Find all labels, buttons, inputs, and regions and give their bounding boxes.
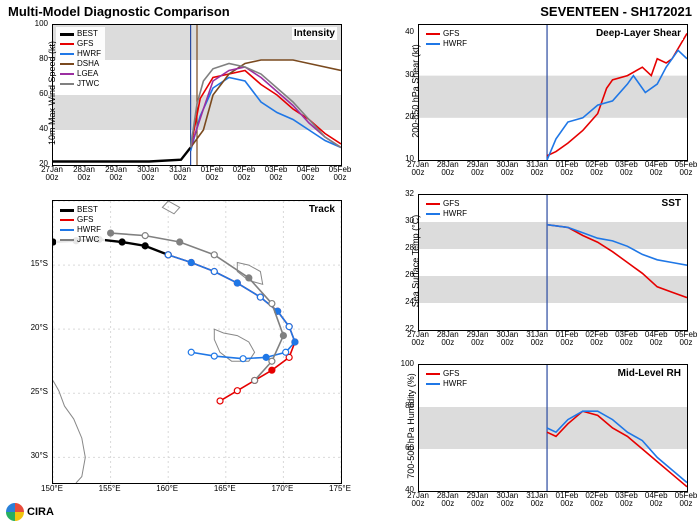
intensity-ytick: 80	[24, 54, 48, 63]
intensity-legend: BESTGFSHWRFDSHALGEAJTWC	[56, 27, 105, 91]
intensity-xtick: 02Feb00z	[228, 166, 260, 182]
rh-xtick: 31Jan00z	[521, 492, 553, 508]
rh-xtick: 04Feb00z	[640, 492, 672, 508]
sst-xtick: 31Jan00z	[521, 331, 553, 347]
intensity-xtick: 05Feb00z	[324, 166, 356, 182]
legend-item: HWRF	[60, 49, 101, 59]
shear-xtick: 05Feb00z	[670, 161, 700, 177]
track-xtick: 175°E	[326, 484, 354, 493]
sst-legend: GFSHWRF	[422, 197, 471, 221]
rh-title: Mid-Level RH	[616, 367, 683, 380]
rh-xtick: 30Jan00z	[491, 492, 523, 508]
sst-ylabel: Sea Surface Temp (°C)	[411, 193, 421, 328]
track-ytick: 15°S	[22, 259, 48, 268]
track-xtick: 165°E	[211, 484, 239, 493]
shear-xtick: 01Feb00z	[551, 161, 583, 177]
rh-xtick: 28Jan00z	[432, 492, 464, 508]
legend-item: GFS	[60, 39, 101, 49]
legend-item: HWRF	[426, 379, 467, 389]
sst-xtick: 04Feb00z	[640, 331, 672, 347]
legend-item: JTWC	[60, 79, 101, 89]
intensity-panel: Intensity BESTGFSHWRFDSHALGEAJTWC	[52, 24, 342, 166]
track-title: Track	[307, 203, 337, 216]
sst-xtick: 03Feb00z	[610, 331, 642, 347]
intensity-xtick: 01Feb00z	[196, 166, 228, 182]
legend-item: GFS	[60, 215, 101, 225]
sst-xtick: 30Jan00z	[491, 331, 523, 347]
intensity-xtick: 03Feb00z	[260, 166, 292, 182]
intensity-xtick: 04Feb00z	[292, 166, 324, 182]
intensity-xtick: 30Jan00z	[132, 166, 164, 182]
logo-icon	[6, 503, 24, 521]
shear-xtick: 28Jan00z	[432, 161, 464, 177]
rh-xtick: 27Jan00z	[402, 492, 434, 508]
track-ytick: 25°S	[22, 387, 48, 396]
legend-item: HWRF	[426, 39, 467, 49]
sst-xtick: 27Jan00z	[402, 331, 434, 347]
intensity-xtick: 31Jan00z	[164, 166, 196, 182]
sst-xtick: 05Feb00z	[670, 331, 700, 347]
sst-xtick: 01Feb00z	[551, 331, 583, 347]
shear-title: Deep-Layer Shear	[594, 27, 683, 40]
title-left: Multi-Model Diagnostic Comparison	[8, 4, 230, 19]
intensity-title: Intensity	[292, 27, 337, 40]
shear-xtick: 29Jan00z	[462, 161, 494, 177]
rh-ylabel: 700-500 hPa Humidity (%)	[406, 363, 416, 489]
legend-item: LGEA	[60, 69, 101, 79]
sst-panel: SST GFSHWRF	[418, 194, 688, 331]
intensity-xtick: 27Jan00z	[36, 166, 68, 182]
track-panel: Track BESTGFSHWRFJTWC	[52, 200, 342, 484]
rh-xtick: 02Feb00z	[581, 492, 613, 508]
track-xtick: 170°E	[268, 484, 296, 493]
legend-item: HWRF	[60, 225, 101, 235]
shear-xtick: 30Jan00z	[491, 161, 523, 177]
track-xtick: 150°E	[38, 484, 66, 493]
rh-xtick: 29Jan00z	[462, 492, 494, 508]
title-right: SEVENTEEN - SH172021	[540, 4, 692, 19]
sst-xtick: 02Feb00z	[581, 331, 613, 347]
legend-item: HWRF	[426, 209, 467, 219]
intensity-xtick: 28Jan00z	[68, 166, 100, 182]
legend-item: BEST	[60, 205, 101, 215]
rh-legend: GFSHWRF	[422, 367, 471, 391]
sst-title: SST	[660, 197, 683, 210]
shear-xtick: 27Jan00z	[402, 161, 434, 177]
sst-xtick: 29Jan00z	[462, 331, 494, 347]
sst-xtick: 28Jan00z	[432, 331, 464, 347]
rh-panel: Mid-Level RH GFSHWRF	[418, 364, 688, 492]
track-ytick: 30°S	[22, 451, 48, 460]
cira-logo: CIRA	[6, 503, 54, 521]
shear-xtick: 31Jan00z	[521, 161, 553, 177]
legend-item: BEST	[60, 29, 101, 39]
track-xtick: 160°E	[153, 484, 181, 493]
legend-item: GFS	[426, 29, 467, 39]
shear-xtick: 04Feb00z	[640, 161, 672, 177]
intensity-xtick: 29Jan00z	[100, 166, 132, 182]
shear-legend: GFSHWRF	[422, 27, 471, 51]
intensity-ytick: 40	[24, 124, 48, 133]
track-xtick: 155°E	[96, 484, 124, 493]
shear-panel: Deep-Layer Shear GFSHWRF	[418, 24, 688, 161]
shear-ylabel: 200-850 hPa Shear (kt)	[411, 23, 421, 158]
rh-xtick: 01Feb00z	[551, 492, 583, 508]
rh-xtick: 03Feb00z	[610, 492, 642, 508]
intensity-ytick: 60	[24, 89, 48, 98]
rh-xtick: 05Feb00z	[670, 492, 700, 508]
logo-text: CIRA	[27, 506, 54, 518]
legend-item: GFS	[426, 369, 467, 379]
shear-xtick: 03Feb00z	[610, 161, 642, 177]
track-legend: BESTGFSHWRFJTWC	[56, 203, 105, 247]
shear-xtick: 02Feb00z	[581, 161, 613, 177]
legend-item: DSHA	[60, 59, 101, 69]
legend-item: GFS	[426, 199, 467, 209]
legend-item: JTWC	[60, 235, 101, 245]
intensity-ytick: 100	[24, 19, 48, 28]
track-ytick: 20°S	[22, 323, 48, 332]
